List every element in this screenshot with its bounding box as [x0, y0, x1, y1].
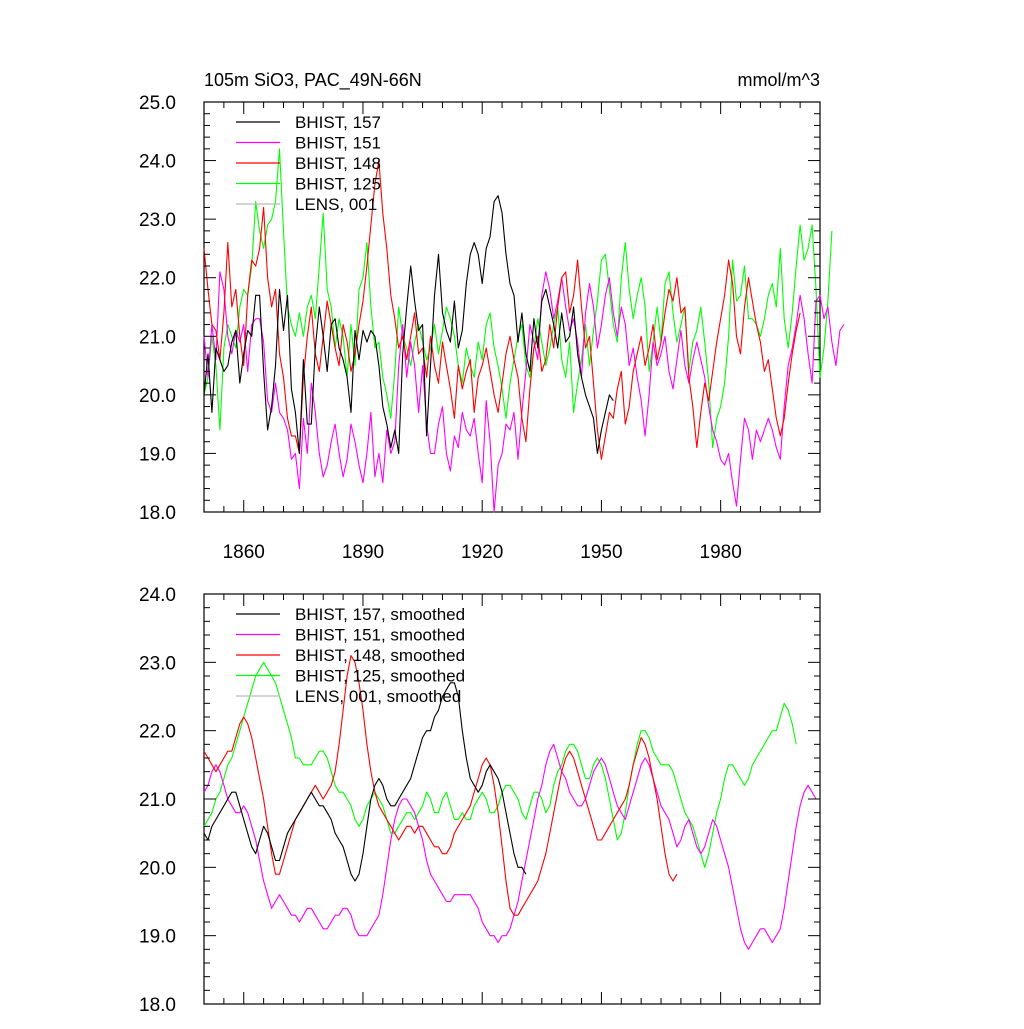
- series-line: [203, 661, 797, 868]
- y-tick-label: 24.0: [139, 585, 176, 606]
- chart-title: 105m SiO3, PAC_49N-66N: [204, 70, 422, 91]
- y-tick-label: 18.0: [139, 503, 176, 524]
- series-line: [203, 654, 678, 916]
- y-tick-label: 22.0: [139, 722, 176, 743]
- legend-label: BHIST, 151: [295, 134, 381, 153]
- x-tick-label: 1980: [700, 542, 742, 563]
- bottom-plot-axes: 18.0 19.0 20.0 21.0 22.0 23.0 24.0: [139, 585, 821, 1016]
- bottom-plot-lines: [203, 654, 817, 950]
- legend-label: LENS, 001: [295, 195, 377, 214]
- x-tick-label: 1890: [342, 542, 384, 563]
- y-tick-label: 21.0: [139, 327, 176, 348]
- y-tick-label: 20.0: [139, 858, 176, 879]
- top-plot-axes: 1860 1890 1920 1950 1980 18.0 19.0 20.0 21.0 22.0…: [139, 93, 821, 563]
- bottom-plot-legend: BHIST, 157, smoothed BHIST, 151, smoothed…: [236, 605, 465, 706]
- legend-label: BHIST, 157, smoothed: [295, 605, 465, 624]
- series-line: [203, 682, 527, 882]
- chart-units: mmol/m^3: [738, 70, 820, 90]
- x-tick-label: 1920: [461, 542, 503, 563]
- series-line: [203, 743, 817, 950]
- y-tick-label: 23.0: [139, 210, 176, 231]
- legend-label: BHIST, 125, smoothed: [295, 667, 465, 686]
- y-tick-label: 19.0: [139, 927, 176, 948]
- series-line: [203, 271, 845, 513]
- y-tick-label: 22.0: [139, 269, 176, 290]
- legend-label: BHIST, 148: [295, 154, 381, 173]
- top-plot-frame: [203, 101, 821, 513]
- y-tick-label: 25.0: [139, 93, 176, 114]
- series-line: [203, 160, 801, 460]
- y-tick-label: 21.0: [139, 790, 176, 811]
- legend-label: LENS, 001, smoothed: [295, 687, 461, 706]
- x-tick-label: 1950: [580, 542, 622, 563]
- legend-label: BHIST, 148, smoothed: [295, 646, 465, 665]
- series-line: [203, 195, 614, 454]
- top-plot-lines: [203, 148, 845, 513]
- series-line: [203, 148, 833, 449]
- y-tick-label: 20.0: [139, 386, 176, 407]
- legend-label: BHIST, 157: [295, 113, 381, 132]
- y-tick-label: 24.0: [139, 152, 176, 173]
- y-tick-label: 18.0: [139, 995, 176, 1016]
- y-tick-label: 23.0: [139, 653, 176, 674]
- legend-label: BHIST, 125: [295, 175, 381, 194]
- y-tick-label: 19.0: [139, 444, 176, 465]
- legend-label: BHIST, 151, smoothed: [295, 626, 465, 645]
- x-tick-label: 1860: [223, 542, 265, 563]
